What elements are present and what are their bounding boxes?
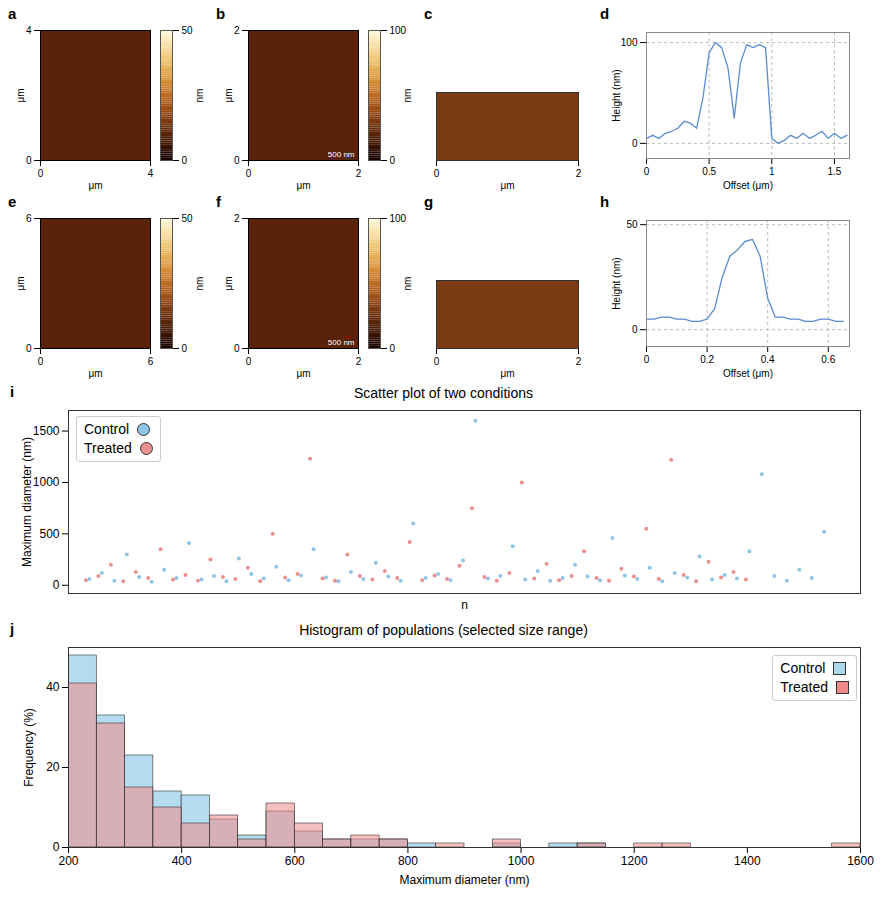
svg-text:μm: μm [223,88,234,102]
svg-text:1600: 1600 [847,854,874,868]
svg-text:μm: μm [223,276,234,290]
svg-text:μm: μm [500,368,514,379]
svg-text:1: 1 [769,166,775,177]
svg-text:0: 0 [234,155,240,166]
svg-text:1000: 1000 [508,854,535,868]
svg-text:0.4: 0.4 [761,354,775,365]
svg-text:μm: μm [15,88,26,102]
svg-text:μm: μm [296,180,310,191]
svg-text:Maximum diameter (nm): Maximum diameter (nm) [20,437,34,567]
svg-text:0: 0 [246,356,252,367]
svg-text:0: 0 [434,356,440,367]
svg-text:μm: μm [88,180,102,191]
svg-text:100: 100 [390,25,407,36]
svg-text:0: 0 [26,155,32,166]
svg-text:0: 0 [53,578,60,592]
svg-text:Maximum diameter (nm): Maximum diameter (nm) [399,873,529,887]
html-text:f: f [216,193,221,210]
html-text:Scatter plot of two conditions: Scatter plot of two conditions [354,385,533,401]
svg-text:1.5: 1.5 [828,166,842,177]
svg-text:0: 0 [182,155,188,166]
svg-text:500: 500 [39,527,59,541]
svg-text:Frequency (%): Frequency (%) [22,708,36,787]
svg-text:800: 800 [398,854,418,868]
svg-text:1500: 1500 [33,424,60,438]
html-text:a: a [8,5,17,22]
html-text:Control: Control [780,660,826,676]
svg-text:1200: 1200 [621,854,648,868]
svg-text:2: 2 [576,168,582,179]
html-text:Treated: Treated [84,440,132,456]
svg-text:4: 4 [26,25,32,36]
html-text:h: h [600,193,610,210]
svg-text:0.2: 0.2 [700,354,714,365]
svg-text:Offset (μm): Offset (μm) [723,368,773,379]
svg-text:n: n [461,598,468,612]
svg-text:2: 2 [234,213,240,224]
svg-text:0.6: 0.6 [821,354,835,365]
svg-text:50: 50 [182,25,194,36]
svg-text:1000: 1000 [33,475,60,489]
svg-text:Height (nm): Height (nm) [611,69,622,121]
svg-text:nm: nm [194,277,205,291]
svg-text:2: 2 [356,356,362,367]
svg-text:600: 600 [285,854,305,868]
svg-text:0: 0 [38,168,44,179]
svg-text:400: 400 [172,854,192,868]
svg-text:4: 4 [148,168,154,179]
html-text:e: e [8,193,17,210]
svg-text:100: 100 [390,213,407,224]
svg-text:200: 200 [58,854,78,868]
html-text:Control: Control [84,421,130,437]
svg-text:500 nm: 500 nm [328,150,355,159]
svg-text:1400: 1400 [734,854,761,868]
svg-text:2: 2 [576,356,582,367]
svg-text:0: 0 [632,138,638,149]
svg-text:nm: nm [194,89,205,103]
svg-text:6: 6 [148,356,154,367]
svg-text:μm: μm [15,276,26,290]
html-text:g: g [424,193,434,210]
svg-text:0: 0 [234,343,240,354]
svg-text:0: 0 [53,840,60,854]
html-text:c: c [424,5,433,22]
html-text:Treated: Treated [780,679,828,695]
svg-text:0: 0 [390,155,396,166]
svg-text:2: 2 [356,168,362,179]
svg-text:50: 50 [626,219,638,230]
svg-text:0: 0 [182,343,188,354]
svg-text:0: 0 [632,324,638,335]
svg-text:0: 0 [434,168,440,179]
svg-text:0.5: 0.5 [702,166,716,177]
svg-text:6: 6 [26,213,32,224]
svg-text:100: 100 [621,37,638,48]
html-text:d: d [600,5,610,22]
svg-text:nm: nm [402,89,413,103]
svg-text:20: 20 [46,760,60,774]
html-text:b: b [216,5,226,22]
svg-text:50: 50 [182,213,194,224]
svg-text:μm: μm [296,368,310,379]
svg-text:500 nm: 500 nm [328,338,355,347]
svg-text:0: 0 [246,168,252,179]
svg-text:0: 0 [390,343,396,354]
svg-text:Offset (μm): Offset (μm) [723,180,773,191]
html-text:i: i [10,383,15,400]
html-text:j: j [10,620,15,637]
svg-text:0: 0 [644,166,650,177]
svg-text:2: 2 [234,25,240,36]
svg-text:0: 0 [26,343,32,354]
svg-text:40: 40 [46,680,60,694]
svg-text:0: 0 [644,354,650,365]
svg-text:Height (nm): Height (nm) [611,257,622,309]
svg-text:0: 0 [38,356,44,367]
svg-text:nm: nm [402,277,413,291]
svg-text:μm: μm [500,180,514,191]
svg-text:μm: μm [88,368,102,379]
html-text:Histogram of populations (sele: Histogram of populations (selected size … [299,622,588,638]
